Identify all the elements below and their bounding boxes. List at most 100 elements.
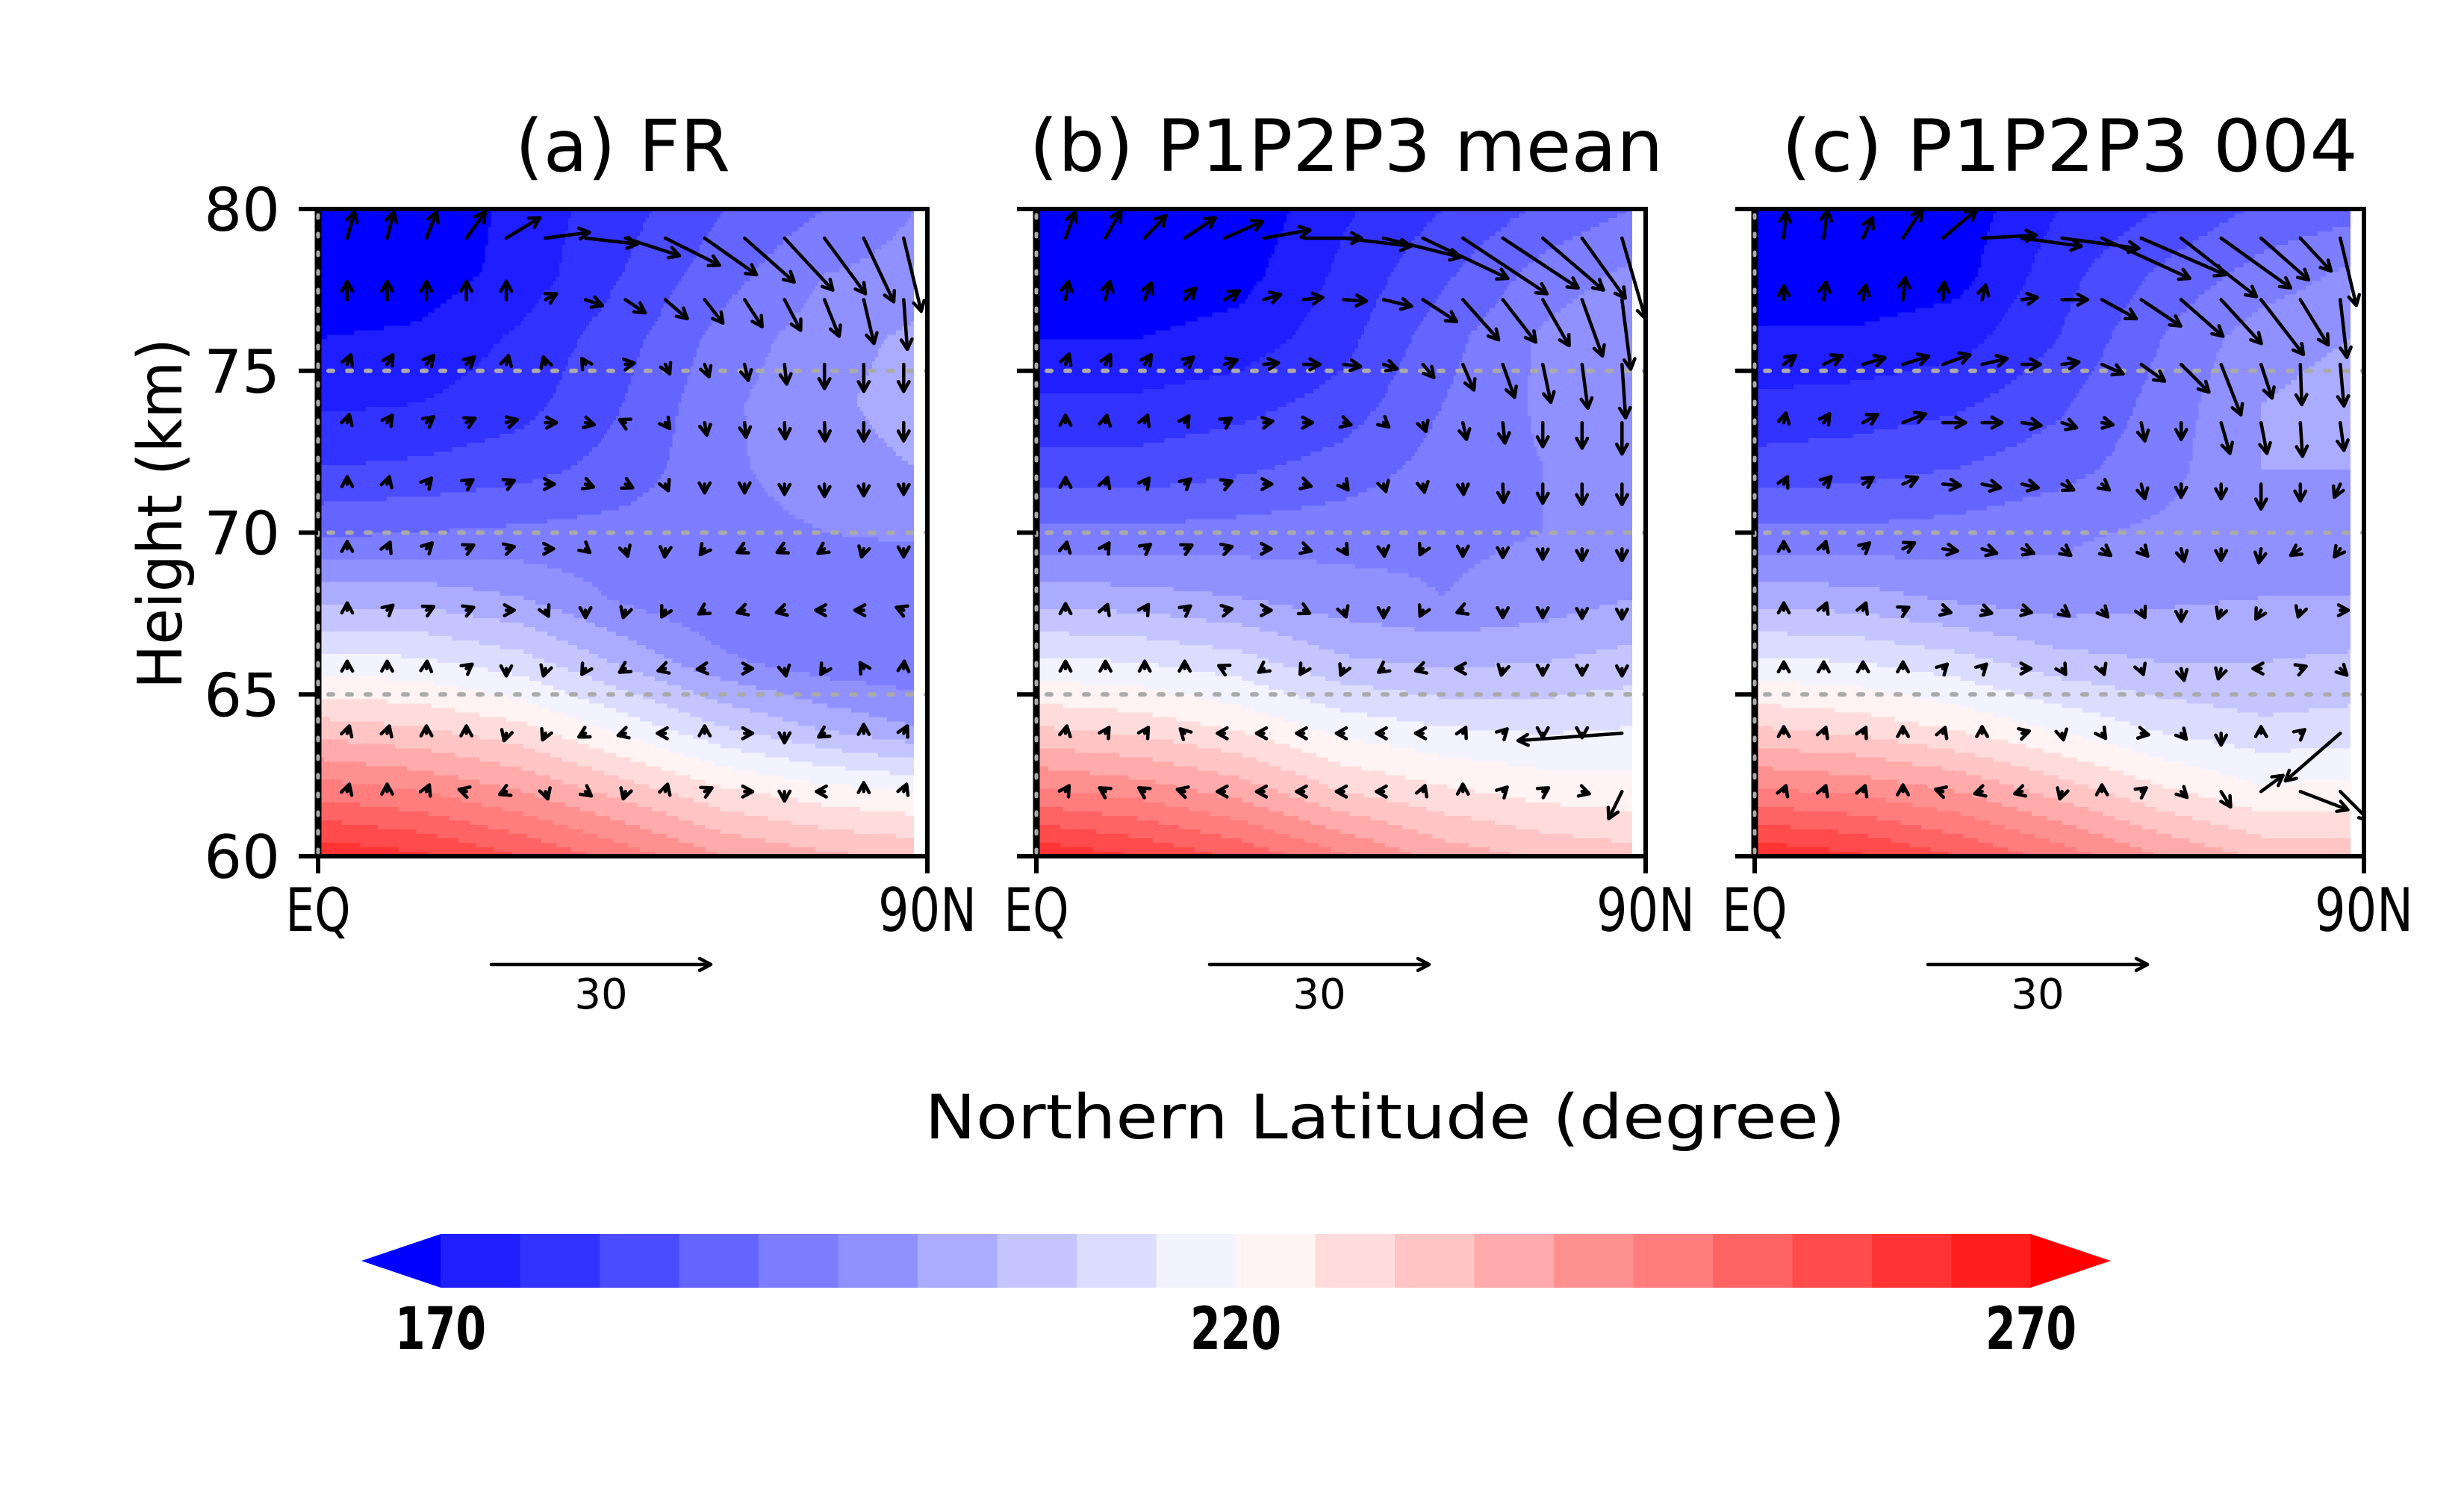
temperature-band-cell xyxy=(491,218,569,223)
temperature-band-cell xyxy=(2115,325,2170,331)
temperature-band-cell xyxy=(2261,415,2351,421)
temperature-band-cell xyxy=(1755,833,1869,839)
temperature-band-cell xyxy=(1981,263,2032,268)
temperature-band-cell xyxy=(1360,334,1413,340)
wind-vector xyxy=(1455,726,1468,741)
temperature-band-cell xyxy=(869,254,914,259)
temperature-band-cell xyxy=(1498,299,1573,305)
temperature-band-cell xyxy=(2141,384,2205,390)
wind-vector xyxy=(1535,663,1550,677)
temperature-band-cell xyxy=(514,429,608,434)
temperature-band-cell xyxy=(1363,420,1434,426)
temperature-band-cell xyxy=(2273,393,2351,399)
temperature-band-cell xyxy=(904,811,914,817)
wind-vector xyxy=(2298,790,2350,814)
temperature-band-cell xyxy=(318,617,500,623)
wind-vector xyxy=(580,476,596,490)
temperature-band-cell xyxy=(1036,564,1356,570)
temperature-band-cell xyxy=(556,663,620,668)
temperature-band-cell xyxy=(630,375,688,381)
temperature-band-cell xyxy=(473,586,599,592)
temperature-band-cell xyxy=(1266,272,1329,277)
wind-vector xyxy=(620,476,635,490)
temperature-band-cell xyxy=(1755,779,1899,785)
temperature-band-cell xyxy=(1036,654,1257,659)
temperature-band-cell xyxy=(642,694,706,699)
temperature-band-cell xyxy=(1608,218,1632,223)
temperature-band-cell xyxy=(1996,325,2062,331)
temperature-band-cell xyxy=(1755,672,1934,677)
temperature-band-cell xyxy=(2064,321,2119,327)
temperature-band-cell xyxy=(618,599,914,605)
temperature-band-cell xyxy=(2252,312,2351,318)
temperature-band-cell xyxy=(2124,770,2220,776)
temperature-band-cell xyxy=(318,514,578,520)
wind-vector xyxy=(1222,218,1265,240)
temperature-band-cell xyxy=(1036,663,1160,668)
temperature-band-cell xyxy=(1287,339,1359,345)
wind-vector xyxy=(856,420,871,443)
temperature-band-cell xyxy=(1310,672,1632,677)
temperature-band-cell xyxy=(1369,317,1425,322)
wind-vector xyxy=(2056,786,2070,801)
temperature-band-cell xyxy=(2129,820,2211,826)
wind-vector xyxy=(2295,420,2309,458)
temperature-band-cell xyxy=(2037,249,2104,255)
temperature-band-cell xyxy=(1036,501,1326,506)
temperature-band-cell xyxy=(1408,802,1561,808)
temperature-band-cell xyxy=(666,811,745,817)
wind-vector xyxy=(2219,298,2263,346)
wind-vector xyxy=(1254,784,1269,799)
wind-vector xyxy=(1295,784,1308,799)
temperature-band-cell xyxy=(693,820,792,826)
temperature-band-cell xyxy=(365,406,545,412)
temperature-band-cell xyxy=(1269,685,1374,691)
temperature-band-cell xyxy=(2326,352,2351,358)
temperature-band-cell xyxy=(809,779,914,785)
temperature-band-cell xyxy=(1954,788,2029,794)
temperature-band-cell xyxy=(580,672,644,677)
temperature-band-cell xyxy=(759,479,914,484)
temperature-band-cell xyxy=(726,649,914,655)
temperature-band-cell xyxy=(1960,703,2062,708)
temperature-band-cell xyxy=(1755,379,1851,385)
temperature-band-cell xyxy=(624,820,694,826)
wind-vector xyxy=(2100,362,2125,377)
temperature-band-cell xyxy=(1990,222,2050,228)
temperature-band-cell xyxy=(1278,631,1632,637)
temperature-band-cell xyxy=(1036,438,1166,443)
temperature-band-cell xyxy=(2032,811,2104,817)
temperature-band-cell xyxy=(1495,663,1632,668)
temperature-band-cell xyxy=(1328,784,1449,790)
temperature-band-cell xyxy=(2192,815,2351,821)
wind-vector xyxy=(2334,662,2349,677)
wind-vector xyxy=(2214,546,2229,563)
temperature-band-cell xyxy=(1036,393,1305,399)
temperature-band-cell xyxy=(1254,842,1320,848)
wind-vector xyxy=(1375,784,1388,799)
temperature-band-cell xyxy=(2183,483,2351,488)
temperature-band-cell xyxy=(1829,770,1967,776)
temperature-band-cell xyxy=(729,726,816,732)
temperature-band-cell xyxy=(1561,802,1632,808)
temperature-band-cell xyxy=(1543,465,1632,470)
temperature-band-cell xyxy=(672,658,748,664)
temperature-band-cell xyxy=(875,357,914,363)
temperature-band-cell xyxy=(1584,608,1632,614)
temperature-band-cell xyxy=(318,712,480,717)
temperature-band-cell xyxy=(753,470,914,475)
wind-vector xyxy=(896,782,910,797)
temperature-band-cell xyxy=(1036,717,1177,722)
temperature-band-cell xyxy=(1260,357,1350,363)
wind-vector xyxy=(1098,414,1113,428)
wind-vector xyxy=(1301,357,1322,372)
temperature-band-cell xyxy=(1990,227,2050,232)
temperature-band-cell xyxy=(2070,303,2128,309)
wind-vector xyxy=(1575,663,1590,677)
wind-vector xyxy=(2174,726,2188,741)
temperature-band-cell xyxy=(2011,690,2137,695)
wind-vector xyxy=(1540,236,1605,292)
temperature-band-cell xyxy=(1036,339,1287,345)
wind-vector xyxy=(1934,785,1949,800)
temperature-band-cell xyxy=(2017,294,2074,300)
